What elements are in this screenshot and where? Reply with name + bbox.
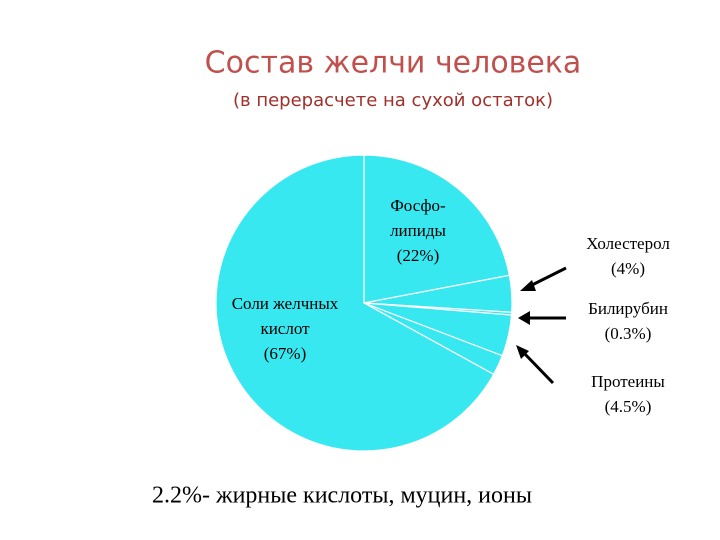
- pie: [215, 154, 513, 452]
- slice-label: липиды: [390, 221, 446, 240]
- arrow-head: [516, 345, 529, 359]
- value-label: (4.5%): [605, 397, 652, 416]
- slice-label: Билирубин: [588, 299, 668, 318]
- pie-slice: [363, 154, 511, 304]
- pie-slice: [215, 154, 495, 452]
- value-label: (22%): [397, 246, 439, 265]
- arrow: [521, 350, 555, 385]
- value-label: (4%): [611, 259, 645, 278]
- arrow: [527, 266, 567, 289]
- arrow-head: [520, 280, 536, 291]
- value-label: (67%): [264, 344, 306, 363]
- chart-title: Состав желчи человека: [205, 46, 582, 81]
- slice-label: кислот: [260, 319, 310, 338]
- arrows: [516, 266, 567, 385]
- chart-subtitle: (в перерасчете на сухой остаток): [233, 90, 553, 111]
- labels: Фосфо-липиды (22%) Холестерол (4%) Билирубин…: [232, 196, 671, 416]
- slice-label: Протеины: [591, 372, 665, 391]
- annotation: 2.2%- жирные кислоты, муцин, ионы: [152, 483, 532, 509]
- slice-label: Соли желчных: [232, 294, 339, 313]
- slice-label: Фосфо-: [390, 196, 446, 215]
- slice-label: Холестерол: [586, 234, 670, 253]
- value-label: (0.3%): [605, 324, 652, 343]
- arrow-head: [518, 311, 530, 325]
